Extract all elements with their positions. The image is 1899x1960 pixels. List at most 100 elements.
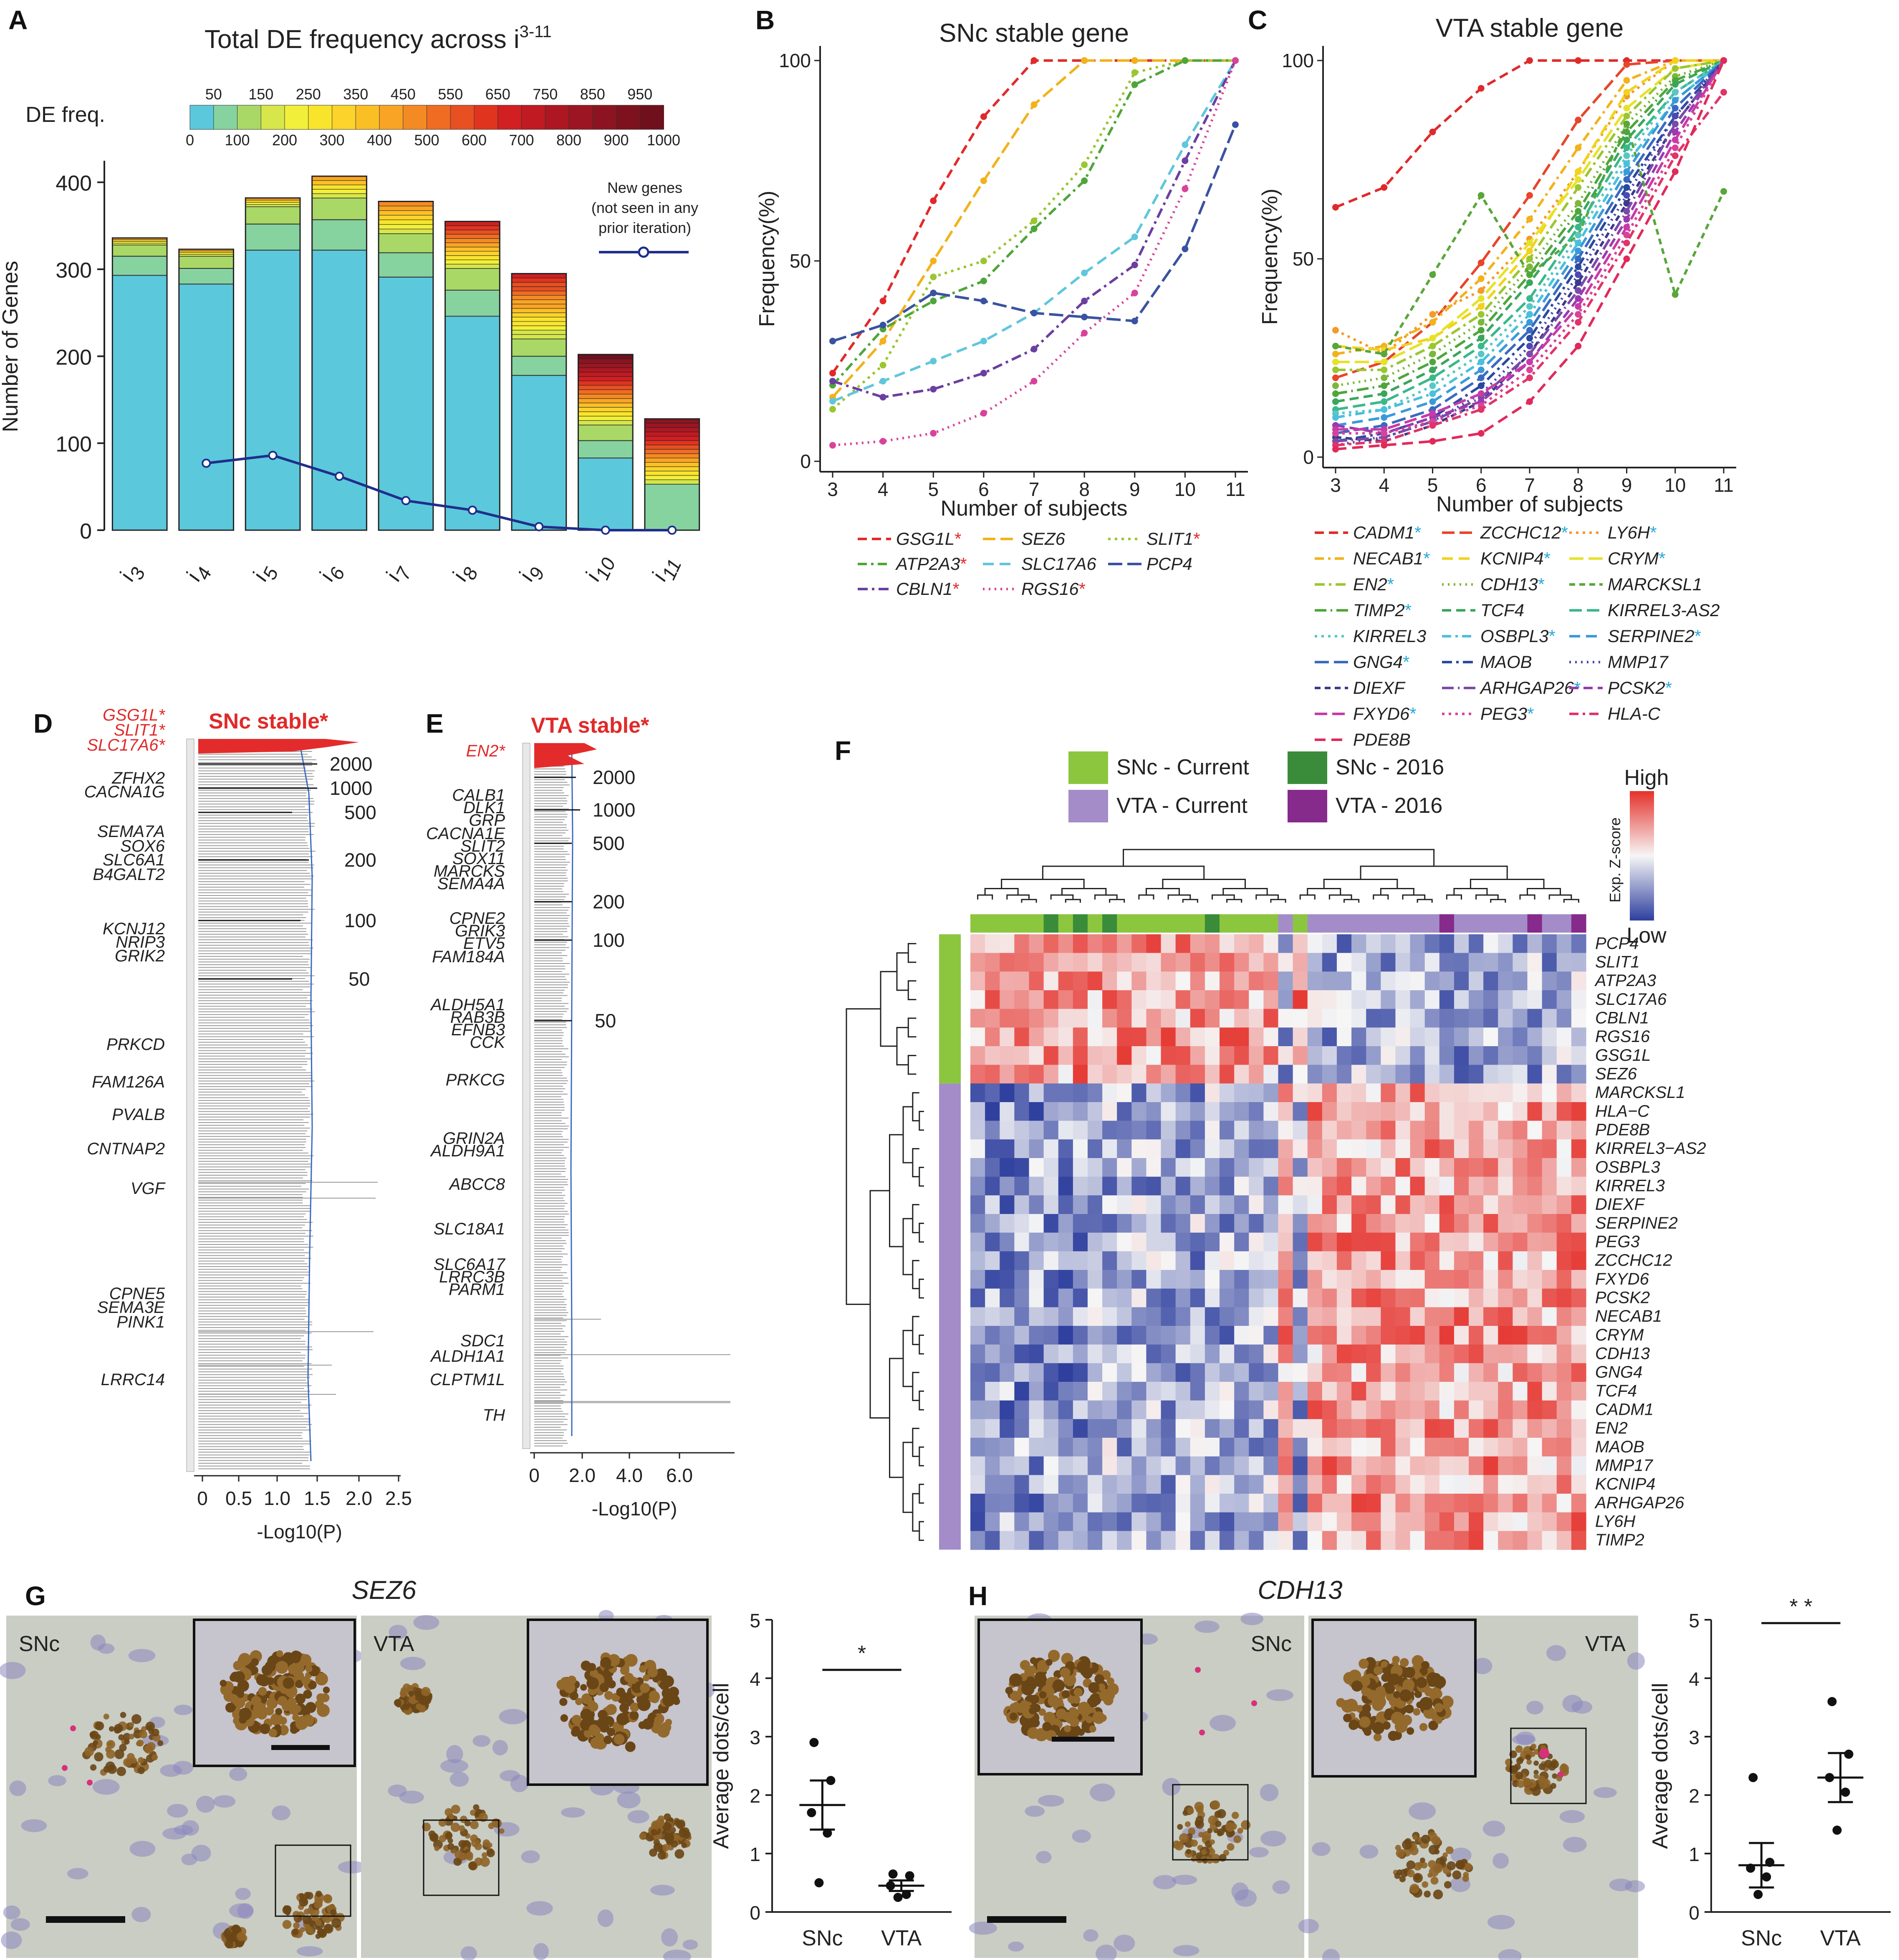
gene-label: CCK	[470, 1033, 506, 1052]
heatmap-cell	[1454, 1288, 1469, 1308]
heatmap-cell	[1205, 953, 1220, 972]
series-point	[1429, 129, 1436, 135]
heatmap-cell	[1307, 1288, 1323, 1308]
heatmap-cell	[1322, 971, 1337, 991]
legend-label: GNG4*	[1353, 652, 1409, 672]
heatmap-cell	[1190, 1326, 1205, 1345]
heatmap-cell	[1131, 1475, 1147, 1494]
heatmap-cell	[1000, 1494, 1015, 1513]
heatmap-cell	[1381, 1494, 1396, 1513]
heatmap-cell	[1073, 1400, 1088, 1419]
pigment-granule	[470, 1820, 479, 1829]
series-line	[1335, 60, 1725, 443]
bar-segment	[178, 255, 234, 269]
heatmap-cell	[1058, 1326, 1073, 1345]
heatmap-cell	[1381, 1120, 1396, 1140]
heatmap-cell	[1220, 971, 1235, 991]
heatmap-cell	[1190, 1120, 1205, 1140]
gene-label: GRIK3	[455, 922, 505, 940]
x-tick-label: 4	[878, 478, 889, 500]
series-line	[1335, 59, 1725, 403]
pigment-granule	[664, 1833, 673, 1843]
heatmap-cell	[1322, 934, 1337, 953]
heatmap-cell	[1234, 934, 1249, 953]
inset-granule	[233, 1717, 241, 1725]
pigment-granule	[223, 1929, 232, 1938]
gene-label: CALB1	[452, 786, 505, 804]
nucleus	[48, 1775, 67, 1786]
heatmap-cell	[1366, 1232, 1381, 1252]
heatmap-cell	[1263, 1531, 1279, 1550]
heatmap-cell	[1454, 971, 1469, 991]
heatmap-cell	[1424, 1344, 1440, 1363]
series-point	[1030, 101, 1038, 108]
heatmap-cell	[1175, 1456, 1191, 1475]
heatmap-cell	[1469, 1288, 1484, 1308]
pigment-granule	[1526, 1759, 1532, 1765]
inset-granule	[606, 1704, 617, 1715]
heatmap-cell	[1234, 1531, 1249, 1550]
heatmap-cell	[985, 1027, 1000, 1047]
series-point	[1623, 232, 1630, 238]
pigment-granule	[488, 1823, 495, 1829]
inset-granule	[1385, 1684, 1395, 1694]
heatmap-cell	[1278, 1065, 1293, 1084]
heatmap-cell	[1556, 1214, 1572, 1233]
bar-outline	[111, 237, 168, 531]
colorbar-cell	[189, 105, 214, 130]
nucleus	[167, 1803, 188, 1818]
heatmap-cell	[1366, 1475, 1381, 1494]
bar-stripe	[445, 243, 500, 248]
inset-granule	[1419, 1697, 1433, 1710]
colorbar-cell	[545, 105, 569, 130]
nucleus	[160, 1764, 182, 1777]
heatmap-cell	[1307, 1531, 1323, 1550]
heatmap-cell	[1249, 971, 1264, 991]
heatmap-cell	[1395, 1139, 1411, 1158]
heatmap-cell	[1205, 934, 1220, 953]
legend-label: CDH13*	[1480, 574, 1545, 594]
series-line	[1335, 59, 1724, 352]
heatmap-cell	[1117, 1102, 1132, 1121]
heatmap-cell	[1395, 1027, 1411, 1047]
heatmap-cell	[1175, 1102, 1191, 1121]
series-point	[1526, 279, 1533, 286]
heatmap-row-label: PCP4	[1595, 934, 1639, 953]
series-point	[1526, 311, 1533, 318]
nucleus	[1272, 1880, 1290, 1894]
gene-label: PINK1	[116, 1313, 165, 1331]
bar-stripe	[445, 251, 500, 256]
heatmap-cell	[1454, 990, 1469, 1009]
heatmap-cell	[1117, 1531, 1132, 1550]
nucleus	[1072, 1829, 1091, 1843]
heatmap-cell	[1439, 934, 1455, 953]
heatmap-cell	[970, 1065, 985, 1084]
pigment-granule	[84, 1747, 94, 1757]
heatmap-cell	[1175, 1083, 1191, 1103]
legend-gene: CDH13	[1480, 574, 1538, 594]
y-tick-label: 4	[750, 1668, 760, 1690]
dendrogram-link	[1402, 894, 1426, 900]
heatmap-cell	[1469, 1400, 1484, 1419]
y-tick-label: 1	[750, 1844, 760, 1865]
heatmap-cell	[1527, 1419, 1543, 1438]
heatmap-cell	[1395, 1120, 1411, 1140]
series-point	[1623, 184, 1630, 191]
gene-label: ALDH5A1	[430, 996, 505, 1014]
nucleus	[1260, 1831, 1286, 1846]
legend-star: *	[1561, 523, 1568, 542]
heatmap-cell	[1117, 1438, 1132, 1457]
heatmap-cell	[1410, 1102, 1425, 1121]
legend-color-box	[1068, 751, 1108, 784]
heatmap-cell	[1117, 1270, 1132, 1289]
series-point	[1720, 57, 1727, 64]
series-point	[930, 358, 937, 364]
heatmap-cell	[1556, 1494, 1572, 1513]
heatmap-cell	[1220, 1083, 1235, 1103]
heatmap-row-label: FXYD6	[1595, 1270, 1649, 1288]
heatmap-cell	[1000, 953, 1015, 972]
heatmap-cell	[1220, 1363, 1235, 1382]
gene-label: ALDH9A1	[430, 1142, 505, 1160]
heatmap-cell	[1117, 1251, 1132, 1270]
series-point	[1526, 359, 1533, 365]
